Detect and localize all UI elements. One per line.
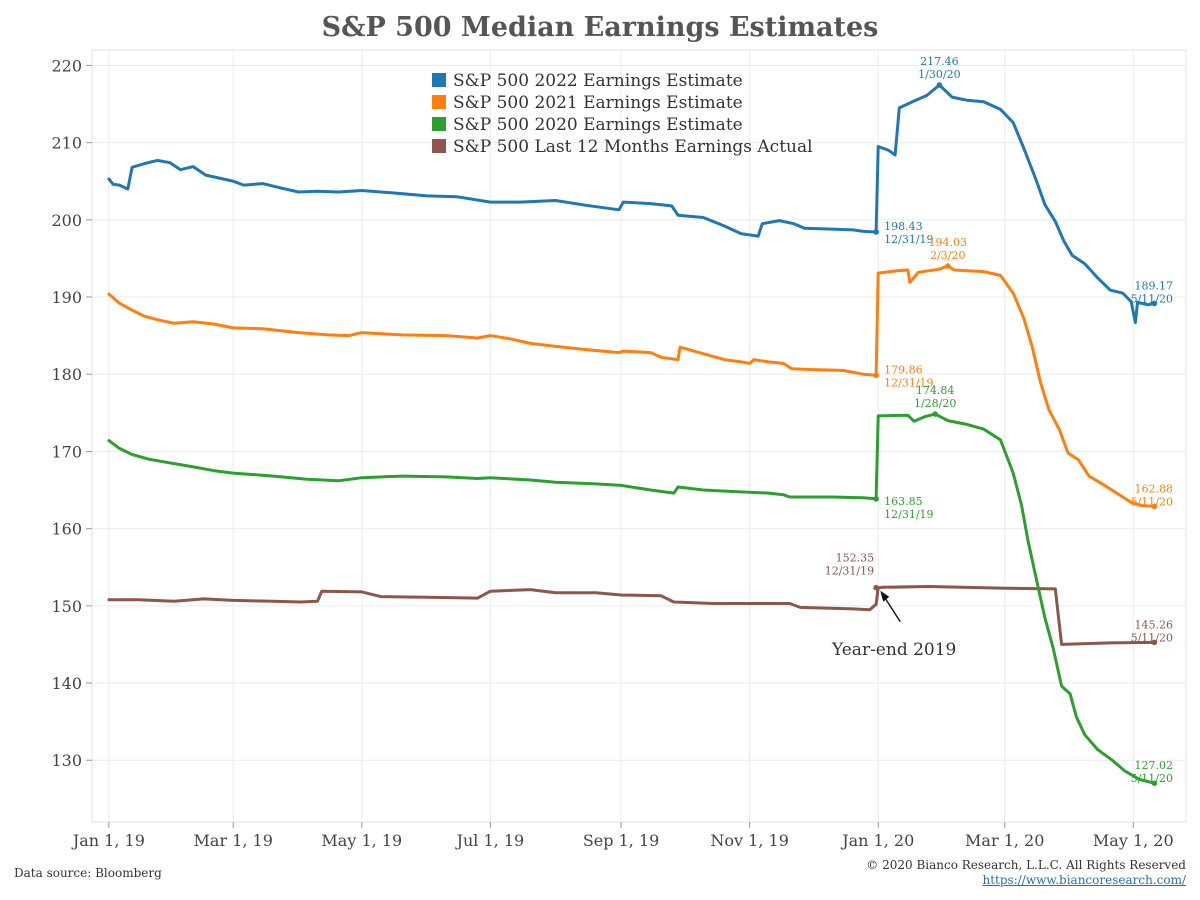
y-tick-label: 190 — [51, 288, 82, 307]
y-tick-label: 210 — [51, 134, 82, 153]
data-label-date: 1/28/20 — [914, 397, 956, 410]
legend-label-0: S&P 500 2022 Earnings Estimate — [453, 71, 743, 91]
legend-swatch-1 — [432, 95, 446, 109]
data-label-value: 217.46 — [920, 55, 959, 68]
y-tick-label: 140 — [51, 674, 82, 693]
data-label-value: 179.86 — [884, 363, 923, 376]
x-tick-label: Mar 1, 19 — [194, 831, 273, 850]
data-label-date: 5/11/20 — [1131, 292, 1173, 305]
point-marker — [932, 411, 938, 417]
data-label-date: 5/11/20 — [1131, 631, 1173, 644]
data-label-value: 194.03 — [929, 236, 968, 249]
point-marker — [945, 263, 951, 269]
y-tick-label: 170 — [51, 442, 82, 461]
data-label-date: 12/31/19 — [884, 233, 933, 246]
data-label-date: 12/31/19 — [884, 508, 933, 521]
point-marker — [873, 372, 879, 379]
point-marker — [1151, 503, 1158, 510]
annotation-layer: Year-end 2019 — [831, 590, 956, 660]
data-label-date: 5/11/20 — [1131, 772, 1173, 785]
legend-swatch-3 — [432, 139, 446, 153]
annotation-text: Year-end 2019 — [831, 640, 956, 660]
series-line-3 — [107, 585, 1156, 646]
website-link[interactable]: https://www.biancoresearch.com/ — [982, 873, 1186, 887]
data-source-note: Data source: Bloomberg — [14, 866, 162, 880]
series-line-0 — [107, 83, 1156, 324]
legend-label-3: S&P 500 Last 12 Months Earnings Actual — [453, 137, 813, 157]
point-marker — [873, 229, 879, 235]
data-label-value: 127.02 — [1135, 759, 1174, 772]
x-tick-label: Jul 1, 19 — [455, 831, 525, 850]
point-marker — [1151, 300, 1158, 307]
data-label-value: 152.35 — [836, 552, 875, 565]
copyright-block: © 2020 Bianco Research, L.L.C. All Right… — [866, 858, 1186, 888]
data-label-date: 1/30/20 — [918, 68, 960, 81]
data-label-date: 5/11/20 — [1131, 495, 1173, 508]
legend-swatch-0 — [432, 73, 446, 87]
legend-label-1: S&P 500 2021 Earnings Estimate — [453, 93, 743, 113]
data-label-value: 198.43 — [884, 220, 923, 233]
legend-label-2: S&P 500 2020 Earnings Estimate — [453, 115, 743, 135]
data-label-date: 12/31/19 — [825, 565, 874, 578]
y-tick-label: 160 — [51, 520, 82, 539]
data-label-date: 2/3/20 — [930, 249, 965, 262]
copyright-text: © 2020 Bianco Research, L.L.C. All Right… — [866, 858, 1186, 872]
series-line-1 — [107, 264, 1156, 508]
x-tick-label: May 1, 20 — [1093, 831, 1174, 850]
label-layer: 198.4312/31/19217.461/30/20189.175/11/20… — [825, 55, 1174, 787]
y-tick-label: 130 — [51, 751, 82, 770]
x-tick-label: Jan 1, 20 — [840, 831, 914, 850]
data-label-date: 12/31/19 — [884, 376, 933, 389]
data-label-value: 162.88 — [1135, 482, 1174, 495]
point-marker — [873, 496, 879, 502]
x-tick-label: May 1, 19 — [321, 831, 402, 850]
series-line-2 — [107, 412, 1156, 785]
data-label-value: 189.17 — [1135, 279, 1174, 292]
point-marker — [873, 584, 879, 591]
chart-title: S&P 500 Median Earnings Estimates — [321, 12, 879, 43]
y-tick-label: 200 — [51, 211, 82, 230]
y-tick-label: 150 — [51, 597, 82, 616]
x-tick-label: Sep 1, 19 — [583, 831, 659, 850]
data-label-value: 145.26 — [1135, 618, 1174, 631]
grid-layer — [91, 49, 1187, 823]
y-tick-label: 180 — [51, 365, 82, 384]
y-tick-label: 220 — [51, 56, 82, 75]
point-marker — [936, 82, 943, 88]
data-label-value: 163.85 — [884, 495, 923, 508]
axis-layer: 130 140 150 160 170 180 190 200 210 220 Jan 1, 19 M… — [51, 56, 1173, 850]
x-tick-label: Mar 1, 20 — [965, 831, 1044, 850]
legend-swatch-2 — [432, 117, 446, 131]
point-marker — [1151, 639, 1158, 646]
annotation-arrowhead — [880, 590, 890, 602]
x-tick-label: Jan 1, 19 — [71, 831, 145, 850]
point-marker — [1151, 780, 1158, 787]
plot-frame — [91, 49, 1187, 823]
data-label-value: 174.84 — [916, 384, 955, 397]
x-tick-label: Nov 1, 19 — [710, 831, 788, 850]
series-layer — [107, 83, 1156, 785]
